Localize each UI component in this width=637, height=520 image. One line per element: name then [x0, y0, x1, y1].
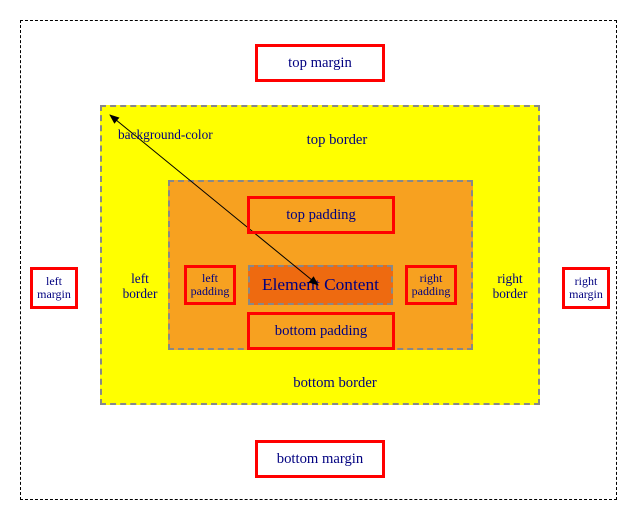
- top-border-label: top border: [292, 132, 382, 148]
- content-area: Element Content: [248, 265, 393, 305]
- content-label: Element Content: [262, 275, 379, 295]
- bottom-margin-text: bottom margin: [277, 451, 363, 468]
- left-padding-text: leftpadding: [191, 272, 230, 298]
- background-color-label: background-color: [118, 128, 238, 143]
- box-model-diagram: Element Content top margin bottom margin…: [0, 0, 637, 520]
- left-margin-text: leftmargin: [37, 275, 71, 301]
- right-padding-text: rightpadding: [412, 272, 451, 298]
- left-border-label: leftborder: [118, 272, 162, 301]
- bottom-margin-label: bottom margin: [255, 440, 385, 478]
- top-margin-text: top margin: [288, 55, 352, 72]
- right-padding-label: rightpadding: [405, 265, 457, 305]
- bottom-padding-text: bottom padding: [275, 323, 367, 340]
- bottom-padding-label: bottom padding: [247, 312, 395, 350]
- right-margin-label: rightmargin: [562, 267, 610, 309]
- left-margin-label: leftmargin: [30, 267, 78, 309]
- top-padding-text: top padding: [286, 207, 356, 224]
- bottom-border-label: bottom border: [280, 375, 390, 391]
- right-margin-text: rightmargin: [569, 275, 603, 301]
- top-padding-label: top padding: [247, 196, 395, 234]
- right-border-label: rightborder: [488, 272, 532, 301]
- top-margin-label: top margin: [255, 44, 385, 82]
- left-padding-label: leftpadding: [184, 265, 236, 305]
